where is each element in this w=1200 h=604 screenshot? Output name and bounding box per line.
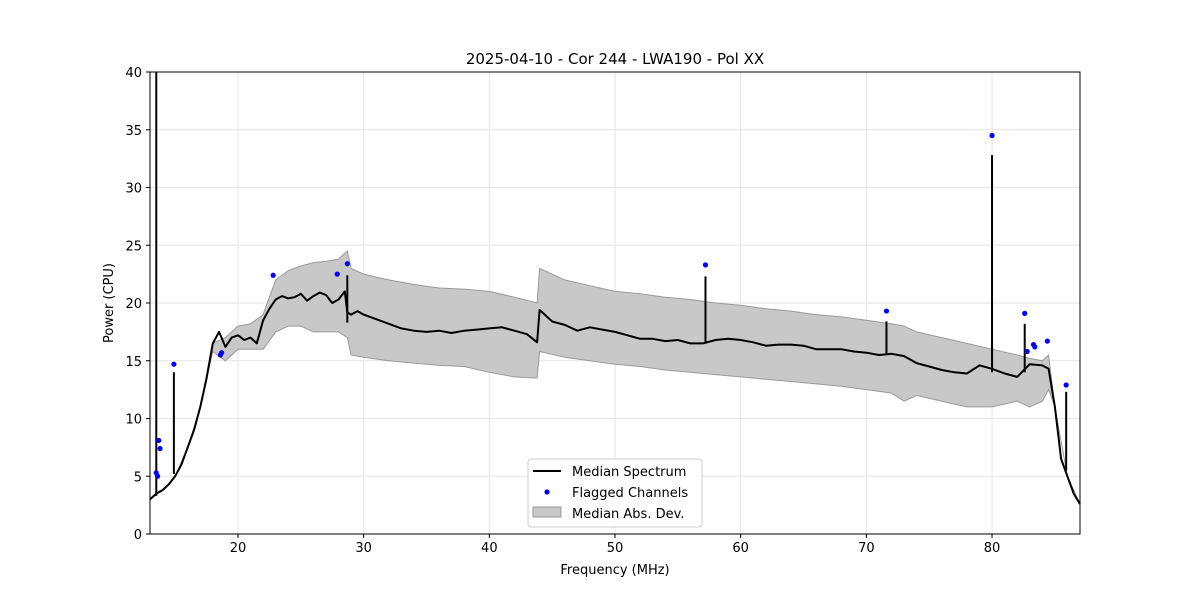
- y-axis-label: Power (CPU): [102, 263, 117, 343]
- median-line: [149, 290, 1081, 505]
- flagged-point: [1063, 382, 1069, 388]
- flagged-point: [156, 437, 162, 444]
- x-tick-label: 30: [355, 541, 372, 556]
- flagged-point: [1032, 344, 1038, 350]
- flagged-point: [702, 262, 709, 268]
- flagged-point: [219, 350, 225, 356]
- x-tick-label: 60: [732, 541, 749, 556]
- flagged-point: [344, 261, 350, 267]
- y-axis: 0 5 10 15 20 25 30 35 40: [125, 66, 150, 543]
- flagged-point: [157, 445, 163, 452]
- x-axis: 20 30 40 50 60 70 80: [230, 534, 1001, 556]
- y-tick-label: 25: [125, 239, 142, 254]
- x-tick-label: 50: [607, 541, 624, 556]
- legend-flagged-label: Flagged Channels: [572, 486, 688, 501]
- chart-title: 2025-04-10 - Cor 244 - LWA190 - Pol XX: [466, 50, 764, 68]
- flagged-point: [989, 132, 995, 139]
- legend-mad-swatch: [532, 506, 562, 518]
- flagged-channels: [153, 132, 1069, 479]
- flagged-point: [883, 308, 890, 314]
- x-tick-label: 70: [858, 541, 875, 556]
- y-tick-label: 0: [134, 528, 142, 543]
- flagged-point: [154, 473, 161, 479]
- y-tick-label: 40: [125, 66, 142, 81]
- flagged-point: [1044, 338, 1050, 344]
- y-tick-label: 20: [125, 297, 142, 312]
- y-tick-label: 30: [125, 182, 142, 197]
- spike-lines: [155, 72, 1068, 496]
- flagged-point: [1024, 348, 1030, 355]
- y-tick-label: 15: [125, 355, 142, 370]
- median-spectrum: [149, 290, 1081, 505]
- x-tick-label: 20: [230, 541, 247, 556]
- x-tick-label: 40: [481, 541, 498, 556]
- flagged-point: [171, 361, 177, 367]
- x-axis-label: Frequency (MHz): [560, 563, 669, 578]
- flagged-point: [334, 271, 340, 277]
- legend-median-label: Median Spectrum: [572, 465, 686, 480]
- y-tick-label: 35: [125, 124, 142, 139]
- y-tick-label: 5: [134, 470, 142, 485]
- x-tick-label: 80: [984, 541, 1001, 556]
- y-tick-label: 10: [125, 413, 142, 428]
- legend-box: [527, 458, 703, 528]
- flagged-point: [1022, 310, 1028, 316]
- legend: Median Spectrum Flagged Channels Median …: [527, 458, 703, 528]
- legend-flagged-swatch: [544, 489, 550, 495]
- legend-mad-label: Median Abs. Dev.: [572, 507, 684, 522]
- flagged-point: [270, 272, 276, 278]
